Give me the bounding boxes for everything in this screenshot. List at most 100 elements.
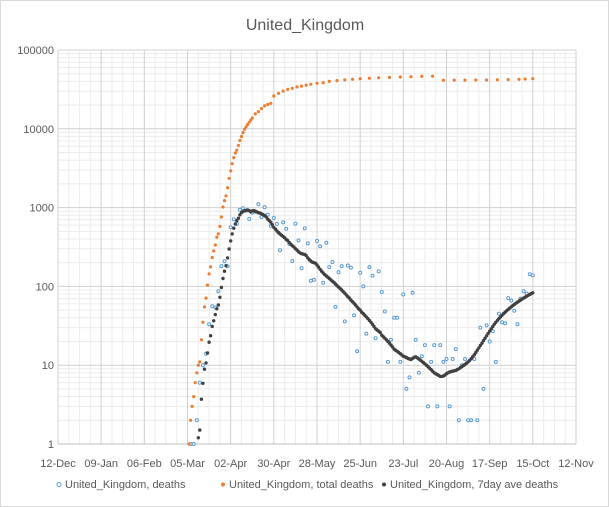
data-point: [205, 283, 210, 287]
data-point: [456, 418, 461, 423]
data-point: [218, 295, 222, 299]
data-point: [246, 122, 250, 127]
x-tick-label: 20-Aug: [429, 458, 464, 470]
x-tick-label: 17-Sep: [472, 458, 507, 470]
data-point: [202, 305, 207, 309]
major-gridlines: [57, 49, 577, 445]
data-point: [350, 77, 355, 81]
data-point: [232, 156, 236, 160]
data-point: [463, 357, 467, 361]
data-point: [208, 334, 213, 338]
y-tick-label: 10000: [23, 124, 54, 136]
data-point: [469, 418, 474, 423]
data-point: [422, 343, 427, 348]
data-point: [515, 322, 520, 327]
data-point: [210, 255, 214, 260]
legend-label: United_Kingdom, 7day ave deaths: [390, 479, 559, 491]
data-point: [450, 357, 455, 361]
data-point: [478, 343, 483, 348]
plot-area: [187, 74, 535, 446]
data-point: [496, 311, 501, 316]
data-point: [466, 418, 471, 423]
data-point: [373, 336, 378, 341]
data-point: [233, 151, 237, 155]
data-point: [194, 418, 199, 423]
data-point: [247, 217, 252, 221]
data-point: [364, 331, 369, 336]
data-point: [327, 265, 332, 270]
data-point: [212, 319, 216, 323]
data-point: [209, 265, 213, 269]
y-tick-label: 1000: [30, 203, 54, 215]
data-point: [453, 347, 458, 352]
data-point: [367, 265, 372, 270]
data-point: [495, 78, 499, 82]
series-1: [188, 202, 535, 446]
data-point: [385, 359, 390, 364]
data-point: [193, 381, 197, 385]
data-point: [233, 222, 237, 226]
legend: United_Kingdom, deaths United_Kingdom, to…: [56, 479, 559, 491]
x-tick-label: 12-Dec: [40, 458, 76, 470]
data-point: [426, 404, 430, 409]
data-point: [187, 442, 191, 446]
y-tick-labels: 1 10 100 1000 10000 100000: [17, 45, 54, 451]
data-point: [311, 277, 316, 282]
data-point: [207, 322, 212, 327]
y-tick-label: 1: [48, 439, 54, 451]
x-tick-label: 30-Apr: [257, 458, 290, 470]
legend-label: United_Kingdom, total deaths: [229, 479, 374, 491]
data-point: [523, 77, 527, 81]
data-point: [204, 361, 208, 365]
data-point: [404, 386, 409, 391]
data-point: [308, 278, 313, 283]
data-point: [219, 264, 224, 269]
x-tick-label: 28-May: [299, 458, 336, 470]
legend-marker: [221, 482, 225, 487]
data-point: [235, 218, 239, 223]
data-point: [212, 249, 216, 253]
data-point: [389, 337, 393, 342]
data-point: [259, 106, 264, 111]
data-point: [222, 269, 227, 273]
data-point: [230, 232, 234, 236]
data-point: [225, 256, 230, 260]
data-point: [531, 77, 535, 81]
data-point: [358, 270, 363, 275]
data-point: [531, 291, 535, 295]
x-tick-label: 06-Feb: [127, 458, 162, 470]
data-point: [227, 176, 231, 180]
data-point: [284, 226, 289, 231]
data-point: [395, 315, 400, 320]
data-point: [361, 284, 366, 289]
data-point: [199, 338, 203, 342]
data-point: [227, 247, 231, 251]
data-point: [318, 244, 323, 249]
data-point: [238, 138, 242, 143]
data-point: [189, 418, 193, 422]
data-point: [296, 238, 301, 243]
data-point: [352, 313, 356, 318]
data-point: [244, 125, 248, 129]
data-point: [253, 112, 257, 116]
data-point: [224, 194, 228, 198]
data-point: [263, 104, 267, 108]
data-point: [441, 78, 445, 82]
data-point: [228, 225, 233, 230]
data-point: [333, 304, 338, 309]
data-point: [271, 216, 276, 220]
data-point: [201, 381, 205, 385]
data-point: [392, 315, 397, 320]
data-point: [500, 320, 504, 325]
data-point: [213, 243, 217, 247]
x-tick-label: 12-Nov: [558, 458, 594, 470]
data-point: [219, 285, 224, 290]
x-tick-label: 09-Jan: [84, 458, 118, 470]
data-point: [474, 78, 478, 82]
x-tick-label: 05-Mar: [170, 458, 205, 470]
data-point: [485, 78, 489, 82]
data-point: [269, 220, 273, 224]
data-point: [256, 110, 260, 114]
